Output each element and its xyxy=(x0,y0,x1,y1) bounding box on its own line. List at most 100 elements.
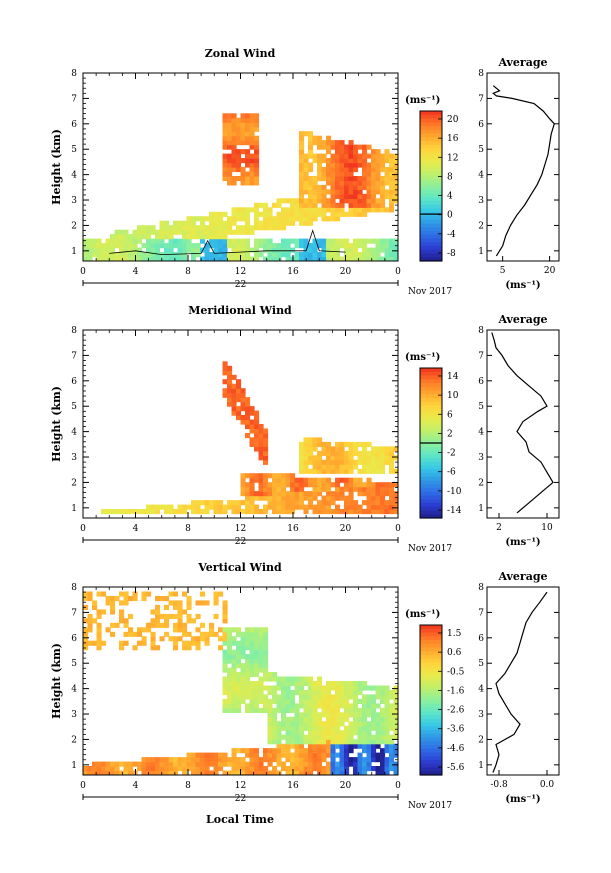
heatmap-cell xyxy=(110,609,116,615)
heatmap-cell xyxy=(254,667,260,673)
heatmap-cell xyxy=(240,698,246,704)
heatmap-cell xyxy=(123,622,129,628)
heatmap-cell xyxy=(303,757,309,763)
heatmap-cell xyxy=(281,252,287,258)
heatmap-cell xyxy=(366,766,372,772)
heatmap-cell xyxy=(312,256,318,261)
heatmap-cell xyxy=(339,459,345,465)
heatmap-cell xyxy=(231,388,237,394)
heatmap-cell xyxy=(141,627,147,633)
heatmap-cell xyxy=(263,437,269,443)
heatmap-cell xyxy=(299,757,305,763)
heatmap-cell xyxy=(267,238,273,244)
heatmap-cell xyxy=(281,721,287,727)
heatmap-cell xyxy=(231,383,237,389)
heatmap-cell xyxy=(308,437,314,443)
heatmap-cell xyxy=(132,229,138,235)
heatmap-cell xyxy=(348,252,354,258)
heatmap-cell xyxy=(267,504,273,510)
heatmap-cell xyxy=(362,468,368,474)
heatmap-cell xyxy=(303,739,309,745)
heatmap-cell xyxy=(258,477,264,483)
heatmap-cell xyxy=(240,229,246,235)
heatmap-cell xyxy=(222,676,228,682)
heatmap-cell xyxy=(263,238,269,244)
heatmap-cell xyxy=(294,734,300,740)
heatmap-cell xyxy=(254,645,260,651)
heatmap-cell xyxy=(281,703,287,709)
heatmap-cell xyxy=(285,748,291,754)
heatmap-cell xyxy=(290,766,296,772)
heatmap-cell xyxy=(339,158,345,164)
heatmap-cell xyxy=(164,596,170,602)
heatmap-cell xyxy=(213,600,219,606)
heatmap-cell xyxy=(294,202,300,208)
heatmap-cell xyxy=(312,712,318,718)
heatmap-cell xyxy=(339,243,345,249)
heatmap-cell xyxy=(132,252,138,258)
heatmap-cell xyxy=(263,243,269,249)
heatmap-cell xyxy=(236,748,242,754)
heatmap-cell xyxy=(330,739,336,745)
heatmap-cell xyxy=(353,712,359,718)
heatmap-cell xyxy=(276,491,282,497)
colorbar-segment xyxy=(420,499,442,504)
heatmap-cell xyxy=(299,766,305,772)
colorbar-segment xyxy=(420,420,442,425)
heatmap-cell xyxy=(236,158,242,164)
colorbar-segment xyxy=(420,371,442,377)
heatmap-cell xyxy=(213,752,219,758)
heatmap-cell xyxy=(362,730,368,736)
heatmap-cell xyxy=(231,374,237,380)
heatmap-cell xyxy=(254,636,260,642)
heatmap-cell xyxy=(393,198,398,204)
heatmap-cell xyxy=(240,667,246,673)
heatmap-cell xyxy=(227,379,233,385)
heatmap-cell xyxy=(92,600,98,606)
colorbar-segment xyxy=(420,219,442,225)
heatmap-cell xyxy=(177,252,183,258)
heatmap-cell xyxy=(150,766,156,772)
heatmap-cell xyxy=(339,698,345,704)
heatmap-cell xyxy=(177,243,183,249)
profile-x-tick-label: 0.0 xyxy=(540,780,555,790)
heatmap-cell xyxy=(267,730,273,736)
heatmap-cell xyxy=(191,752,197,758)
heatmap-cell xyxy=(389,739,395,745)
heatmap-cell xyxy=(159,636,165,642)
heatmap-cell xyxy=(308,694,314,700)
heatmap-cell xyxy=(321,509,327,515)
colorbar-segment xyxy=(420,640,442,645)
heatmap-cell xyxy=(146,243,152,249)
heatmap-cell xyxy=(380,495,386,501)
heatmap-cell xyxy=(240,180,246,186)
heatmap-cell xyxy=(326,252,332,258)
heatmap-cell xyxy=(267,211,273,217)
heatmap-cell xyxy=(285,216,291,222)
heatmap-cell xyxy=(375,703,381,709)
heatmap-cell xyxy=(236,694,242,700)
heatmap-cell xyxy=(366,509,372,515)
heatmap-cell xyxy=(254,752,260,758)
heatmap-cell xyxy=(362,703,368,709)
heatmap-cell xyxy=(267,770,273,775)
heatmap-cell xyxy=(375,712,381,718)
heatmap-cell xyxy=(254,144,260,150)
heatmap-cell xyxy=(312,158,318,164)
heatmap-cell xyxy=(348,739,354,745)
heatmap-cell xyxy=(326,176,332,182)
heatmap-cell xyxy=(335,450,341,456)
heatmap-cell xyxy=(344,158,350,164)
heatmap-cell xyxy=(168,636,174,642)
heatmap-cell xyxy=(344,243,350,249)
colorbar-segment xyxy=(420,465,442,470)
heatmap-cell xyxy=(393,730,398,736)
heatmap-cell xyxy=(357,238,363,244)
heatmap-cell xyxy=(240,149,246,155)
heatmap-cell xyxy=(155,761,161,767)
heatmap-cell xyxy=(222,636,228,642)
heatmap-cell xyxy=(317,486,323,492)
heatmap-cell xyxy=(303,180,309,186)
heatmap-cell xyxy=(371,198,377,204)
